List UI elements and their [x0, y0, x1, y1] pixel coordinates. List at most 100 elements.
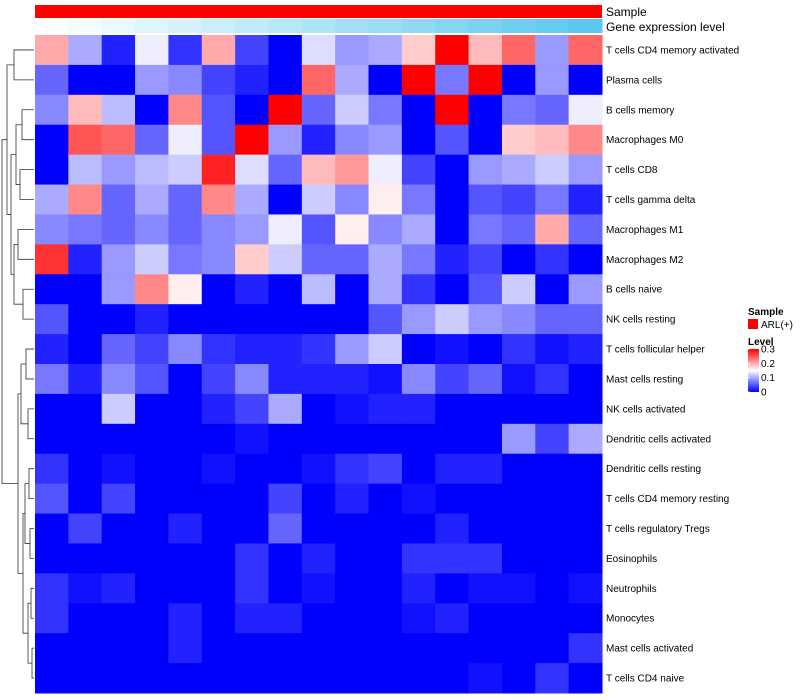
legend-sample-swatch	[748, 319, 758, 329]
heatmap-cell	[301, 393, 336, 425]
heatmap-cell	[535, 453, 570, 485]
sample-track-label: Sample	[606, 5, 647, 19]
heatmap-cell	[68, 124, 103, 156]
legend-tick-label: 0.3	[761, 345, 775, 356]
heatmap-cell	[301, 124, 336, 156]
heatmap-cell	[268, 214, 303, 245]
heatmap-cell	[568, 304, 603, 335]
heatmap-cell	[135, 423, 169, 455]
heatmap-cell	[101, 124, 136, 156]
heatmap-cell	[35, 393, 69, 425]
heatmap-cell	[135, 124, 169, 156]
dendrogram-branch	[25, 348, 34, 380]
heatmap-cell	[368, 603, 403, 634]
legend-tick-label: 0.1	[761, 373, 775, 384]
heatmap-cell	[268, 154, 303, 186]
heatmap-cell	[35, 603, 69, 634]
row-label: T cells follicular helper	[606, 345, 705, 356]
heatmap-cell	[268, 573, 303, 604]
heatmap-cell	[468, 393, 503, 425]
heatmap-cell	[135, 603, 169, 634]
heatmap-cell	[68, 423, 103, 455]
gene-level-track-cell	[68, 19, 103, 33]
heatmap-cell	[301, 184, 336, 215]
heatmap-cell	[235, 334, 269, 365]
heatmap-cell	[68, 393, 103, 425]
dendrogram-branch	[13, 49, 34, 81]
heatmap-cell	[568, 393, 603, 425]
heatmap-cell	[135, 453, 169, 485]
heatmap-cell	[501, 124, 536, 156]
heatmap-cell	[401, 35, 436, 66]
heatmap-cell	[235, 184, 269, 215]
heatmap-cell	[568, 35, 603, 66]
heatmap-cell	[368, 184, 403, 215]
row-label: T cells CD8	[606, 165, 658, 176]
heatmap-cell	[235, 393, 269, 425]
heatmap-cell	[135, 304, 169, 335]
heatmap-cell	[135, 64, 169, 96]
heatmap-cell	[301, 154, 336, 186]
gene-level-track-cell	[335, 19, 370, 33]
heatmap-cell	[335, 64, 370, 96]
heatmap-cell	[468, 453, 503, 485]
row-label: T cells CD4 naive	[606, 674, 685, 685]
heatmap-cell	[268, 364, 303, 395]
heatmap-cell	[368, 304, 403, 335]
heatmap-cell	[268, 633, 303, 664]
heatmap-cell	[135, 364, 169, 395]
heatmap-cell	[468, 633, 503, 664]
heatmap-cell	[201, 393, 236, 425]
heatmap-cell	[235, 513, 269, 544]
row-label: NK cells resting	[606, 315, 675, 326]
heatmap-cell	[368, 633, 403, 664]
heatmap-cell	[435, 483, 470, 515]
heatmap-cell	[468, 244, 503, 275]
heatmap-cell	[301, 573, 336, 604]
heatmap-cell	[468, 423, 503, 455]
heatmap-cell	[435, 663, 470, 694]
heatmap-cell	[235, 364, 269, 395]
heatmap-cell	[335, 184, 370, 215]
heatmap-cell	[535, 573, 570, 604]
heatmap-cell	[301, 274, 336, 305]
heatmap-cell	[435, 573, 470, 604]
heatmap-cell	[368, 483, 403, 515]
heatmap-cell	[168, 663, 203, 694]
heatmap-cell	[235, 573, 269, 604]
heatmap-cell	[435, 393, 470, 425]
heatmap-cell	[101, 214, 136, 245]
heatmap-cell	[568, 633, 603, 664]
heatmap-cell	[268, 543, 303, 574]
heatmap-cell	[235, 64, 269, 96]
heatmap-cell	[235, 423, 269, 455]
heatmap-cell	[368, 513, 403, 544]
heatmap-cell	[468, 573, 503, 604]
heatmap-cell	[135, 274, 169, 305]
heatmap-cell	[301, 603, 336, 634]
row-label: T cells CD4 memory activated	[606, 45, 739, 56]
heatmap-cell	[335, 154, 370, 186]
heatmap-cell	[535, 304, 570, 335]
heatmap-cell	[268, 244, 303, 275]
heatmap-cell	[401, 364, 436, 395]
heatmap-cell	[201, 543, 236, 574]
heatmap-cell	[435, 244, 470, 275]
heatmap-cell	[335, 274, 370, 305]
heatmap-cell	[168, 184, 203, 215]
heatmap-cell	[535, 393, 570, 425]
heatmap-cell	[435, 364, 470, 395]
dendrogram-branch	[20, 363, 28, 425]
heatmap-cell	[435, 423, 470, 455]
gene-level-track-cell	[435, 19, 470, 33]
heatmap-cell	[435, 184, 470, 215]
heatmap-cell	[101, 393, 136, 425]
heatmap-cell	[135, 543, 169, 574]
heatmap-cell	[435, 603, 470, 634]
heatmap-cell	[168, 633, 203, 664]
dendrogram-branch	[17, 393, 23, 574]
gene-level-track-cell	[368, 19, 403, 33]
heatmap-cell	[435, 513, 470, 544]
heatmap-cell	[401, 124, 436, 156]
